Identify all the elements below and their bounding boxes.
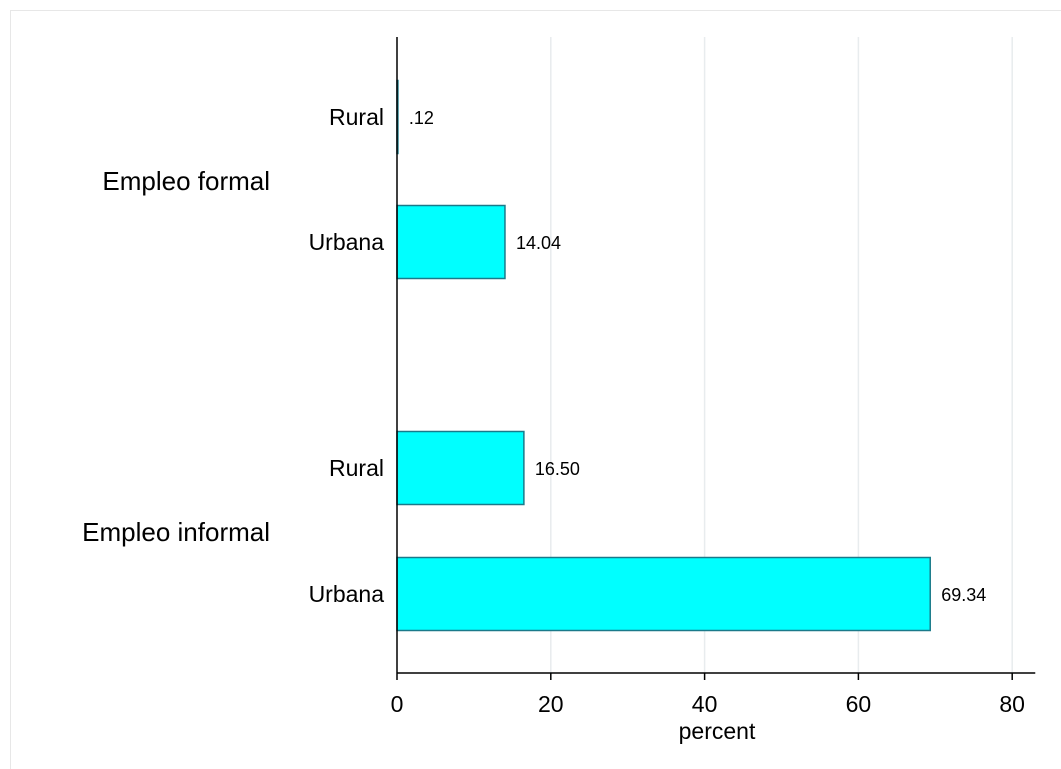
bar-value-label: .12 xyxy=(409,108,434,128)
chart-frame xyxy=(10,10,1061,769)
bars xyxy=(396,79,931,632)
bar xyxy=(396,204,506,280)
bar xyxy=(396,556,931,632)
x-tick-label: 0 xyxy=(391,691,404,717)
labels: Rural .12 Urbana 14.04 Empleo formal Rural 16.… xyxy=(82,104,1025,717)
axes xyxy=(396,37,1036,680)
bar xyxy=(396,430,525,506)
bar-category-label: Urbana xyxy=(309,581,385,607)
bar-value-label: 14.04 xyxy=(516,233,561,253)
x-tick-label: 80 xyxy=(999,691,1025,717)
x-tick-label: 20 xyxy=(538,691,564,717)
bar-category-label: Rural xyxy=(329,104,384,130)
group-label: Empleo formal xyxy=(102,166,270,196)
x-tick-label: 60 xyxy=(846,691,872,717)
group-label: Empleo informal xyxy=(82,517,270,547)
x-axis-title: percent xyxy=(679,718,756,744)
x-tick-label: 40 xyxy=(692,691,718,717)
bar-category-label: Rural xyxy=(329,455,384,481)
bar-category-label: Urbana xyxy=(309,229,385,255)
bar-value-label: 69.34 xyxy=(941,585,986,605)
bar-value-label: 16.50 xyxy=(535,459,580,479)
